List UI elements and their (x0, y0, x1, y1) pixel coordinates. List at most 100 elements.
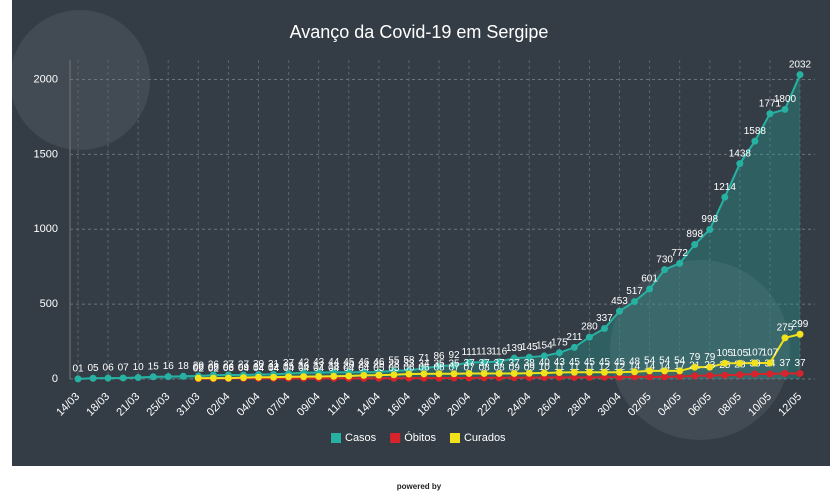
data-label: 07 (118, 363, 130, 374)
point (194, 374, 202, 382)
data-label: 1214 (714, 182, 737, 193)
legend-swatch (390, 433, 401, 443)
data-label: 16 (163, 361, 175, 372)
data-label: 898 (686, 229, 703, 240)
point (631, 368, 639, 376)
data-label: 18 (328, 361, 340, 372)
data-label: 54 (644, 356, 656, 367)
legend-swatch (331, 433, 341, 443)
data-label: 107 (747, 348, 764, 359)
data-label: 54 (659, 356, 671, 367)
point (570, 373, 578, 381)
data-label: 06 (103, 363, 115, 374)
data-label: 24 (358, 360, 370, 371)
data-label: 17 (313, 361, 325, 372)
point (691, 372, 699, 380)
point (315, 372, 323, 380)
point (646, 373, 654, 381)
data-label: 45 (599, 357, 611, 368)
point (525, 353, 533, 361)
point (300, 373, 308, 381)
data-label: 145 (521, 342, 538, 353)
point (585, 373, 593, 381)
data-label: 27 (223, 360, 235, 371)
data-label: 2032 (789, 59, 812, 70)
point (616, 368, 623, 376)
point (691, 363, 699, 371)
data-label: 46 (373, 357, 385, 368)
data-label: 45 (343, 357, 355, 368)
data-label: 211 (566, 332, 582, 343)
data-label: 998 (701, 214, 718, 225)
data-label: 06 (403, 363, 415, 374)
data-label: 06 (418, 363, 430, 374)
y-tick-label: 0 (52, 373, 58, 385)
point (450, 370, 458, 378)
point (616, 373, 623, 381)
point (420, 370, 428, 378)
data-label: 31 (268, 359, 280, 370)
point (796, 330, 804, 338)
data-label: 42 (298, 357, 310, 368)
chart-title: Avanço da Covid-19 em Sergipe (290, 22, 549, 42)
data-label: 01 (72, 363, 84, 374)
point (631, 298, 639, 306)
data-label: 03 (223, 363, 235, 374)
point (751, 359, 759, 367)
data-label: 37 (779, 358, 791, 369)
data-label: 04 (343, 363, 355, 374)
point (616, 307, 623, 315)
data-label: 71 (418, 353, 430, 364)
data-label: 30 (253, 359, 265, 370)
point (585, 368, 593, 376)
legend-label: Óbitos (404, 431, 436, 444)
point (360, 371, 368, 379)
point (224, 374, 232, 382)
panel (12, 0, 830, 466)
point (631, 373, 639, 381)
point (555, 349, 563, 357)
data-label: 26 (373, 360, 385, 371)
data-label: 79 (689, 352, 701, 363)
point (239, 374, 247, 382)
data-label: 1800 (774, 94, 797, 105)
data-label: 04 (253, 363, 265, 374)
data-label: 730 (656, 254, 673, 265)
data-label: 05 (87, 363, 99, 374)
point (480, 369, 488, 377)
data-label: 20 (193, 361, 205, 372)
data-label: 111 (461, 347, 477, 358)
data-label: 18 (178, 361, 190, 372)
point (600, 368, 608, 376)
data-label: 15 (148, 361, 160, 372)
data-label: 04 (283, 363, 295, 374)
data-label: 10 (539, 362, 551, 373)
data-label: 11 (554, 362, 565, 373)
point (721, 371, 729, 379)
data-label: 35 (433, 358, 445, 369)
point (345, 372, 353, 380)
data-label: 45 (614, 357, 626, 368)
point (555, 373, 563, 381)
point (74, 375, 82, 383)
point (781, 105, 789, 113)
data-label: 17 (674, 361, 686, 372)
data-label: 38 (524, 358, 536, 369)
point (766, 110, 774, 118)
point (525, 369, 533, 377)
point (119, 374, 127, 382)
data-label: 37 (479, 358, 491, 369)
point (736, 371, 744, 379)
point (600, 373, 608, 381)
point (796, 71, 804, 79)
data-label: 37 (509, 358, 521, 369)
point (736, 160, 744, 168)
legend-label: Casos (345, 432, 377, 444)
y-tick-label: 1000 (34, 223, 58, 235)
point (480, 358, 488, 366)
data-label: 06 (208, 363, 220, 374)
data-label: 07 (448, 363, 460, 374)
point (706, 363, 714, 371)
data-label: 02 (208, 363, 220, 374)
